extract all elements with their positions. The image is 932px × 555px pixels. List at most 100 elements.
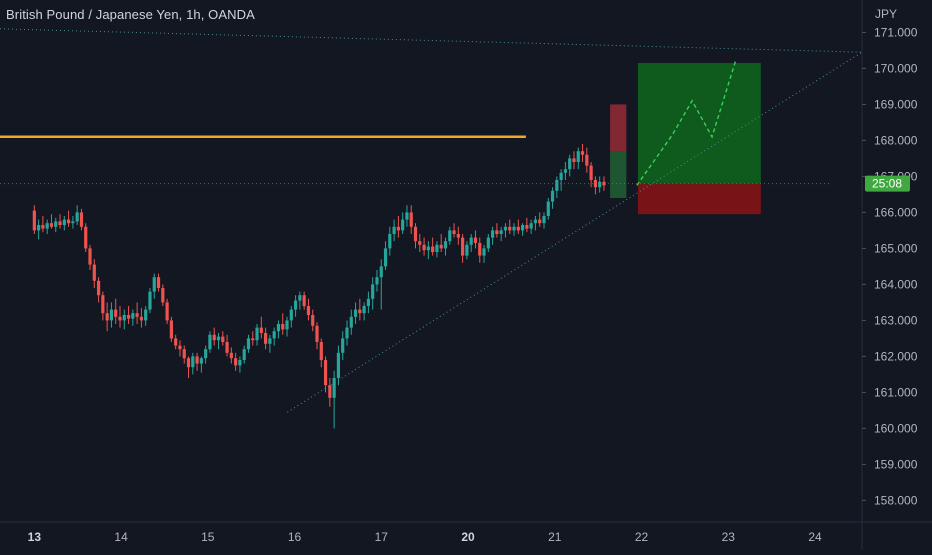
candle-body (216, 336, 221, 341)
y-tick-label: 169.000 (874, 97, 918, 111)
candle-body (242, 349, 246, 360)
candle-body (285, 320, 289, 330)
x-tick-label: 16 (288, 530, 302, 544)
candle-body (542, 216, 546, 224)
x-tick-label: 15 (201, 530, 215, 544)
candle-body (478, 243, 482, 256)
candle-body (486, 237, 490, 249)
candle-body (79, 212, 84, 227)
y-tick-label: 162.000 (874, 349, 918, 363)
candle-body (555, 180, 559, 191)
y-tick-label: 165.000 (874, 241, 918, 255)
candle-body (152, 277, 156, 292)
candle-body (156, 277, 161, 288)
candle-body (199, 358, 203, 364)
candle-body (388, 234, 392, 249)
candle-body (431, 246, 435, 252)
candle-body (593, 180, 597, 188)
candle-body (306, 306, 311, 315)
candle-body (268, 338, 272, 344)
candle-body (144, 309, 148, 321)
candle-body (41, 225, 45, 229)
candle-body (491, 230, 495, 238)
candle-body (499, 230, 503, 234)
candle-body (422, 244, 426, 251)
candle-body (332, 378, 336, 398)
candle-body (495, 230, 499, 234)
candle-body (204, 349, 208, 359)
candle-body (49, 223, 54, 227)
current-price-label: 25:08 (872, 177, 902, 191)
candle-body (126, 315, 131, 319)
candle-body (259, 327, 263, 333)
candle-body (58, 221, 62, 225)
candle-body (208, 334, 212, 350)
candle-body (473, 237, 478, 243)
signal-box-red (610, 104, 627, 152)
candle-body (362, 306, 366, 314)
candle-body (84, 226, 88, 249)
candle-body (319, 342, 323, 360)
y-tick-label: 166.000 (874, 205, 918, 219)
candle-body (550, 190, 555, 202)
candle-body (238, 360, 242, 366)
candle-body (371, 284, 375, 299)
y-tick-label: 171.000 (874, 25, 918, 39)
candle-body (529, 223, 533, 229)
candle-body (229, 352, 233, 359)
candle-body (448, 230, 452, 242)
candle-body (396, 226, 400, 231)
candle-body (169, 320, 173, 339)
candle-body (358, 309, 362, 314)
signal-box-green (610, 151, 627, 198)
candle-body (122, 315, 126, 321)
candle-body (512, 226, 516, 231)
candle-body (508, 226, 512, 231)
candle-body (435, 244, 439, 252)
candle-body (602, 181, 606, 186)
candle-body (131, 313, 135, 319)
candle-body (251, 338, 255, 341)
candle-body (401, 219, 405, 231)
candle-body (174, 338, 178, 346)
candle-body (349, 316, 353, 328)
candle-body (405, 212, 409, 220)
y-tick-label: 170.000 (874, 61, 918, 75)
x-tick-label: 13 (28, 530, 42, 544)
x-tick-label: 14 (114, 530, 128, 544)
candle-body (225, 342, 229, 353)
candle-body (272, 331, 276, 339)
candle-body (589, 165, 593, 180)
candle-body (598, 181, 602, 188)
candle-body (165, 302, 169, 321)
stop-zone (637, 183, 761, 215)
y-tick-label: 163.000 (874, 313, 918, 327)
candle-body (276, 324, 281, 332)
candle-body (516, 226, 520, 231)
candle-body (92, 264, 96, 281)
candle-body (503, 226, 508, 231)
x-tick-label: 17 (375, 530, 389, 544)
candle-body (568, 158, 572, 170)
candle-body (413, 226, 418, 242)
target-zone (637, 63, 761, 184)
candle-body (264, 333, 268, 344)
candle-body (62, 219, 66, 225)
candle-body (182, 349, 186, 359)
candle-body (66, 219, 71, 224)
candle-body (563, 169, 568, 173)
candle-body (366, 298, 371, 306)
candle-body (161, 288, 165, 303)
candle-body (409, 212, 413, 227)
candle-body (45, 223, 49, 229)
candle-body (246, 338, 251, 350)
candle-body (525, 225, 529, 229)
candle-body (139, 316, 144, 321)
candle-body (336, 352, 341, 378)
candle-body (186, 358, 191, 368)
candle-body (538, 219, 542, 224)
candle-body (135, 313, 139, 317)
y-tick-label: 159.000 (874, 457, 918, 471)
